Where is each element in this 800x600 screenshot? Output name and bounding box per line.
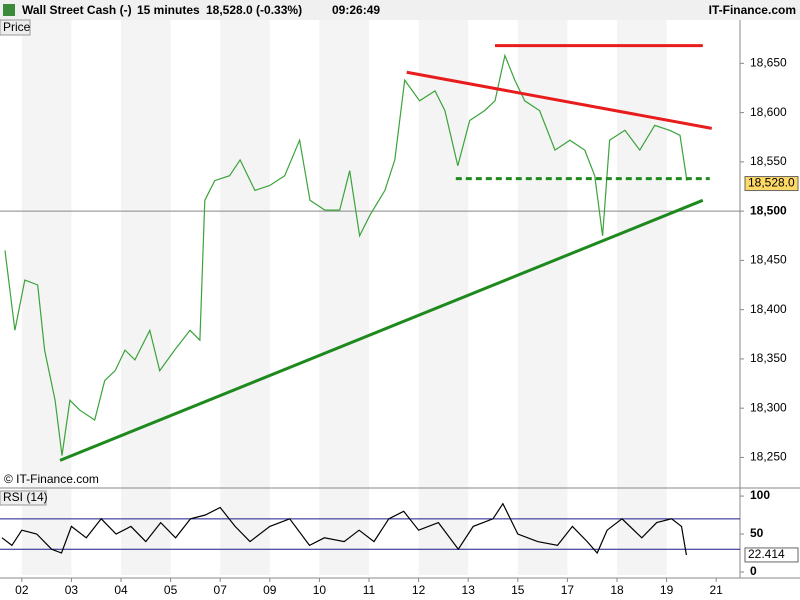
x-tick-label: 13	[462, 583, 476, 597]
quote: 18,528.0 (-0.33%)	[206, 3, 302, 17]
x-tick-label: 21	[710, 583, 724, 597]
rsi-line	[1, 502, 687, 556]
day-band	[121, 20, 171, 575]
x-tick-label: 15	[511, 583, 525, 597]
time: 09:26:49	[332, 3, 380, 17]
last-value-box	[744, 547, 799, 563]
x-tick-label: 09	[263, 583, 277, 597]
y-tick-label: 18,450	[750, 253, 787, 267]
day-band	[220, 20, 270, 575]
y-tick-label: 18,300	[750, 400, 787, 414]
watermark: © IT-Finance.com	[4, 472, 99, 486]
panel-label-box	[0, 490, 47, 506]
y-tick-label: 18,400	[750, 302, 787, 316]
day-band	[319, 20, 370, 575]
x-tick-label: 04	[114, 583, 128, 597]
y-tick-label: 18,650	[750, 56, 787, 70]
last-value-box	[744, 176, 799, 192]
day-band	[21, 20, 72, 575]
y-tick-label: 50	[750, 526, 764, 540]
panel-title: Price	[3, 20, 31, 34]
y-tick-label: 18,250	[750, 450, 787, 464]
x-tick-label: 03	[65, 583, 79, 597]
x-tick-label: 18	[610, 583, 624, 597]
trendline	[406, 70, 713, 130]
x-tick-label: 07	[214, 583, 228, 597]
last-value-label: 18,528.0	[748, 176, 795, 190]
x-tick-label: 05	[164, 583, 178, 597]
header-bar	[0, 0, 800, 20]
day-band	[517, 20, 568, 575]
x-tick-label: 12	[412, 583, 426, 597]
app-icon	[3, 4, 15, 16]
symbol: Wall Street Cash (-)	[22, 3, 132, 17]
x-tick-label: 19	[660, 583, 674, 597]
y-tick-label: 18,600	[750, 105, 787, 119]
day-band	[616, 20, 667, 575]
x-tick-label: 17	[561, 583, 575, 597]
trendline	[59, 198, 704, 462]
x-tick-label: 10	[313, 583, 327, 597]
price-line	[4, 53, 688, 456]
interval: 15 minutes	[137, 3, 200, 17]
panel-label-box	[0, 19, 31, 36]
x-tick-label: 11	[363, 583, 376, 597]
last-value-label: 22.414	[748, 547, 785, 561]
y-tick-label: 100	[750, 488, 770, 502]
y-tick-label: 0	[750, 564, 757, 578]
brand: IT-Finance.com	[709, 3, 796, 17]
y-tick-label: 18,550	[750, 154, 787, 168]
y-tick-label: 18,500	[750, 203, 787, 217]
x-tick-label: 02	[15, 583, 29, 597]
y-tick-label: 18,350	[750, 351, 787, 365]
panel-title: RSI (14)	[3, 490, 48, 504]
